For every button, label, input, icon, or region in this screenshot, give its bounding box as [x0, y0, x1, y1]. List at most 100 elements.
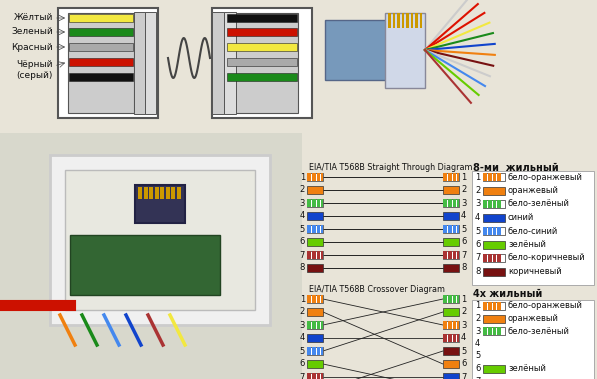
Text: 3: 3	[461, 199, 466, 207]
Bar	[325, 20, 405, 80]
Bar	[497, 327, 501, 335]
Bar	[453, 251, 457, 259]
Bar	[443, 321, 447, 329]
Text: 7: 7	[461, 251, 466, 260]
Bar	[453, 295, 457, 303]
Bar	[443, 360, 459, 368]
Text: 2: 2	[461, 185, 466, 194]
Bar	[497, 302, 501, 310]
Bar	[483, 327, 505, 335]
Bar	[448, 334, 452, 342]
Text: зелёный: зелёный	[508, 240, 546, 249]
Bar	[307, 334, 323, 342]
Text: 6: 6	[461, 238, 466, 246]
Bar	[443, 347, 459, 355]
Bar	[307, 308, 323, 316]
Bar	[493, 173, 497, 181]
Bar	[321, 373, 323, 379]
Bar	[443, 321, 459, 329]
Bar	[483, 268, 505, 276]
Text: 4х жильный: 4х жильный	[473, 289, 543, 299]
Bar	[307, 225, 311, 233]
Text: Красный: Красный	[11, 42, 53, 52]
Bar	[307, 295, 323, 303]
Bar	[497, 227, 501, 235]
Bar	[443, 251, 459, 259]
Text: 1: 1	[300, 172, 305, 182]
Bar	[483, 186, 505, 194]
Bar	[457, 295, 459, 303]
Bar	[443, 264, 459, 272]
Bar	[488, 173, 492, 181]
Bar	[457, 225, 459, 233]
Bar	[457, 251, 459, 259]
Bar	[448, 199, 452, 207]
Bar	[488, 302, 492, 310]
Text: 4: 4	[300, 211, 305, 221]
Bar	[443, 173, 447, 181]
Text: 7: 7	[300, 373, 305, 379]
Bar	[307, 321, 311, 329]
Bar	[307, 373, 311, 379]
Text: 4: 4	[461, 211, 466, 221]
Bar	[483, 241, 505, 249]
Bar	[443, 295, 447, 303]
Text: 6: 6	[300, 238, 305, 246]
Bar	[448, 173, 452, 181]
Text: EIA/TIA T568B Straight Through Diagram: EIA/TIA T568B Straight Through Diagram	[309, 163, 472, 172]
Bar	[69, 43, 133, 51]
Bar	[411, 13, 413, 28]
Bar	[227, 14, 297, 22]
Bar	[312, 321, 316, 329]
Text: 5: 5	[461, 346, 466, 356]
Bar	[226, 13, 298, 113]
Bar	[483, 254, 487, 262]
Bar	[177, 187, 180, 199]
Bar	[443, 251, 447, 259]
Bar	[316, 173, 321, 181]
Bar	[448, 251, 452, 259]
Bar	[406, 13, 408, 28]
Bar	[312, 225, 316, 233]
Bar	[443, 199, 447, 207]
Bar	[483, 327, 487, 335]
Bar	[483, 173, 487, 181]
Bar	[68, 13, 134, 113]
Bar	[307, 373, 323, 379]
Text: 2: 2	[300, 307, 305, 316]
Bar	[145, 12, 156, 114]
Bar	[227, 73, 297, 81]
Bar	[448, 225, 452, 233]
Text: 6: 6	[475, 240, 481, 249]
Bar	[483, 227, 505, 235]
Bar	[443, 295, 459, 303]
Bar	[483, 213, 505, 221]
Text: 1: 1	[461, 294, 466, 304]
Text: 8: 8	[300, 263, 305, 273]
Bar	[227, 58, 297, 66]
Bar	[443, 373, 459, 379]
Text: 4: 4	[475, 339, 480, 348]
Text: Жёлтый: Жёлтый	[14, 14, 53, 22]
Bar	[307, 199, 323, 207]
Bar	[307, 186, 323, 194]
Bar	[488, 227, 492, 235]
Bar	[488, 254, 492, 262]
Bar	[453, 199, 457, 207]
Text: 1: 1	[475, 172, 480, 182]
Bar	[312, 199, 316, 207]
Bar	[321, 321, 323, 329]
Text: зелёный: зелёный	[508, 364, 546, 373]
Bar	[65, 170, 255, 310]
Bar	[483, 315, 505, 323]
Bar	[307, 251, 311, 259]
Text: оранжевый: оранжевый	[508, 186, 559, 195]
Bar	[69, 58, 133, 66]
Bar	[307, 251, 323, 259]
Bar	[135, 185, 185, 223]
Bar	[321, 251, 323, 259]
Bar	[443, 225, 447, 233]
Text: 4: 4	[475, 213, 480, 222]
Text: 3: 3	[475, 326, 481, 335]
Text: бело-зелёный: бело-зелёный	[508, 326, 570, 335]
